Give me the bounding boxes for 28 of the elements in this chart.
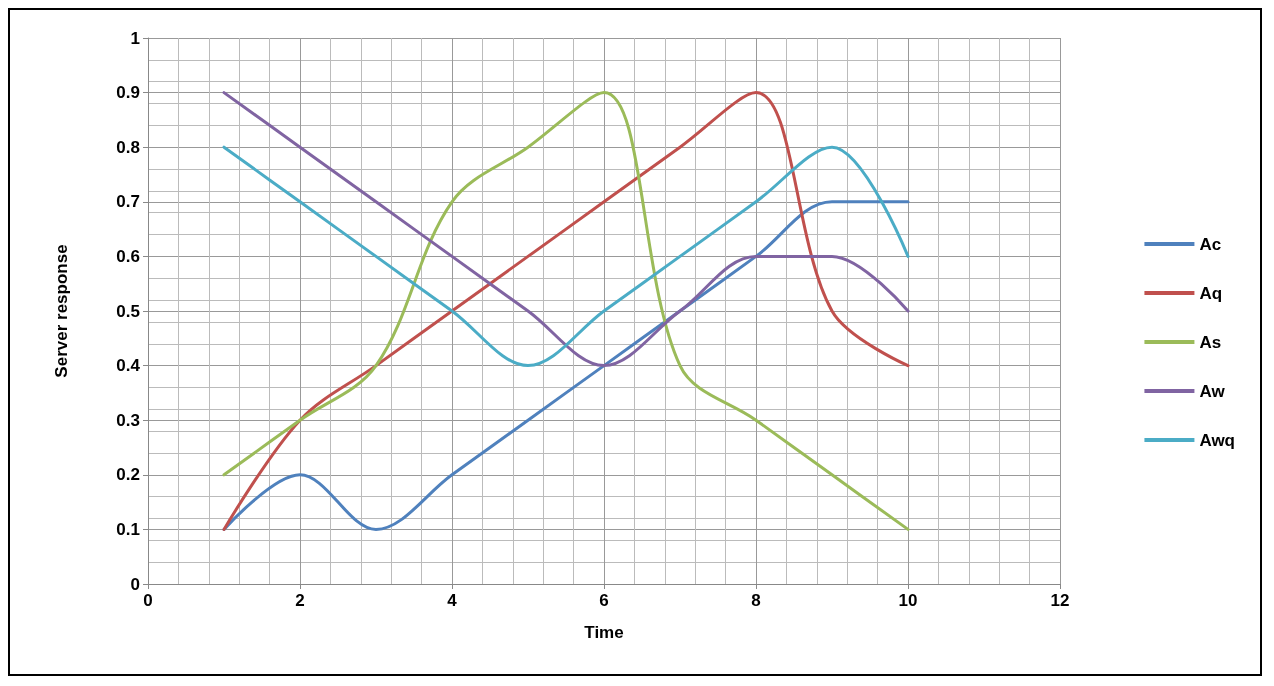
legend-label: Ac: [1199, 234, 1222, 254]
y-tick-label: 0.7: [116, 192, 140, 212]
y-tick-label: 0.8: [116, 137, 140, 157]
y-tick-label: 0: [130, 574, 140, 594]
y-axis-title: Server response: [52, 244, 71, 378]
x-tick-label: 8: [751, 591, 761, 610]
line-series: [222, 91, 910, 368]
y-tick-label: 1: [130, 28, 140, 48]
x-axis-title: Time: [584, 623, 624, 642]
y-tick-label: 0.4: [116, 356, 141, 376]
line-series: [222, 145, 910, 368]
legend-label: As: [1199, 332, 1222, 352]
x-tick-label: 10: [898, 591, 918, 610]
legend-label: Awq: [1199, 430, 1235, 450]
legend-label: Aw: [1199, 381, 1226, 401]
x-tick-label: 4: [447, 591, 458, 610]
x-tick-label: 2: [295, 591, 305, 610]
y-tick-label: 0.6: [116, 246, 140, 266]
y-tick-label: 0.1: [116, 519, 140, 539]
y-tick-label: 0.9: [116, 83, 140, 103]
x-tick-label: 0: [143, 591, 153, 610]
x-tick-label: 12: [1050, 591, 1070, 610]
legend-label: Aq: [1199, 283, 1223, 303]
y-tick-label: 0.2: [116, 465, 140, 485]
x-tick-label: 6: [599, 591, 609, 610]
y-tick-label: 0.3: [116, 410, 140, 430]
y-tick-label: 0.5: [116, 301, 140, 321]
line-series: [222, 91, 910, 531]
